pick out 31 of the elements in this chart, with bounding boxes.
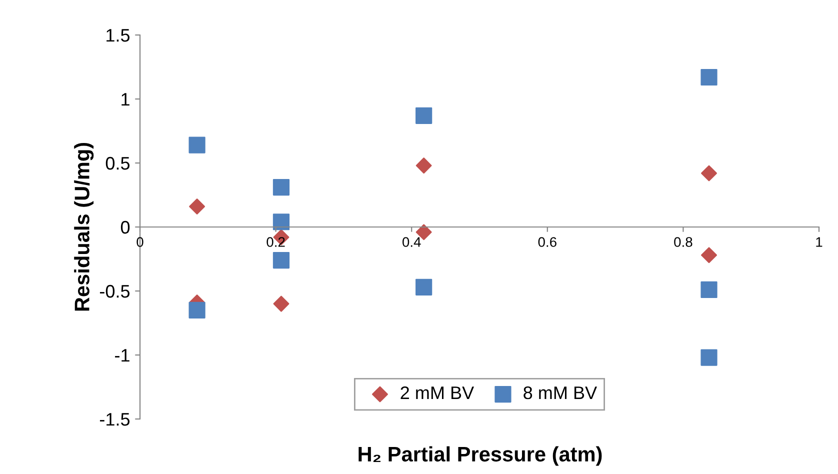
y-tick-label: -1.5 <box>100 413 130 426</box>
point <box>272 179 290 196</box>
y-tick-label: 0 <box>120 220 130 234</box>
x-tick-label: 0 <box>136 237 144 247</box>
legend-label: 2 mM BV <box>400 386 474 400</box>
x-axis-title: H₂ Partial Pressure (atm) <box>358 446 602 466</box>
x-tick-label: 1 <box>816 237 822 247</box>
x-tick-label: 0.6 <box>538 237 556 247</box>
point <box>701 165 717 182</box>
x-tick-label: 0.8 <box>674 237 692 247</box>
y-tick-label: -0.5 <box>100 284 130 298</box>
x-tick-label: 0.4 <box>402 237 421 247</box>
y-tick-label: 0.5 <box>106 156 130 170</box>
point <box>272 214 290 230</box>
legend-label: 8 mM BV <box>524 386 597 400</box>
point <box>416 107 432 124</box>
point <box>701 247 717 264</box>
point <box>188 136 206 154</box>
y-tick-label: -1 <box>115 349 130 362</box>
point <box>700 281 718 298</box>
point <box>416 278 432 296</box>
y-tick-label: 1 <box>122 93 130 106</box>
point <box>273 296 290 312</box>
point <box>272 252 290 269</box>
point <box>189 198 206 214</box>
point <box>700 68 718 86</box>
y-tick-label: 1.5 <box>106 29 130 42</box>
point <box>188 302 206 318</box>
point <box>416 158 432 174</box>
point <box>700 349 718 366</box>
y-axis-title: Residuals (U/mg) <box>74 142 94 311</box>
